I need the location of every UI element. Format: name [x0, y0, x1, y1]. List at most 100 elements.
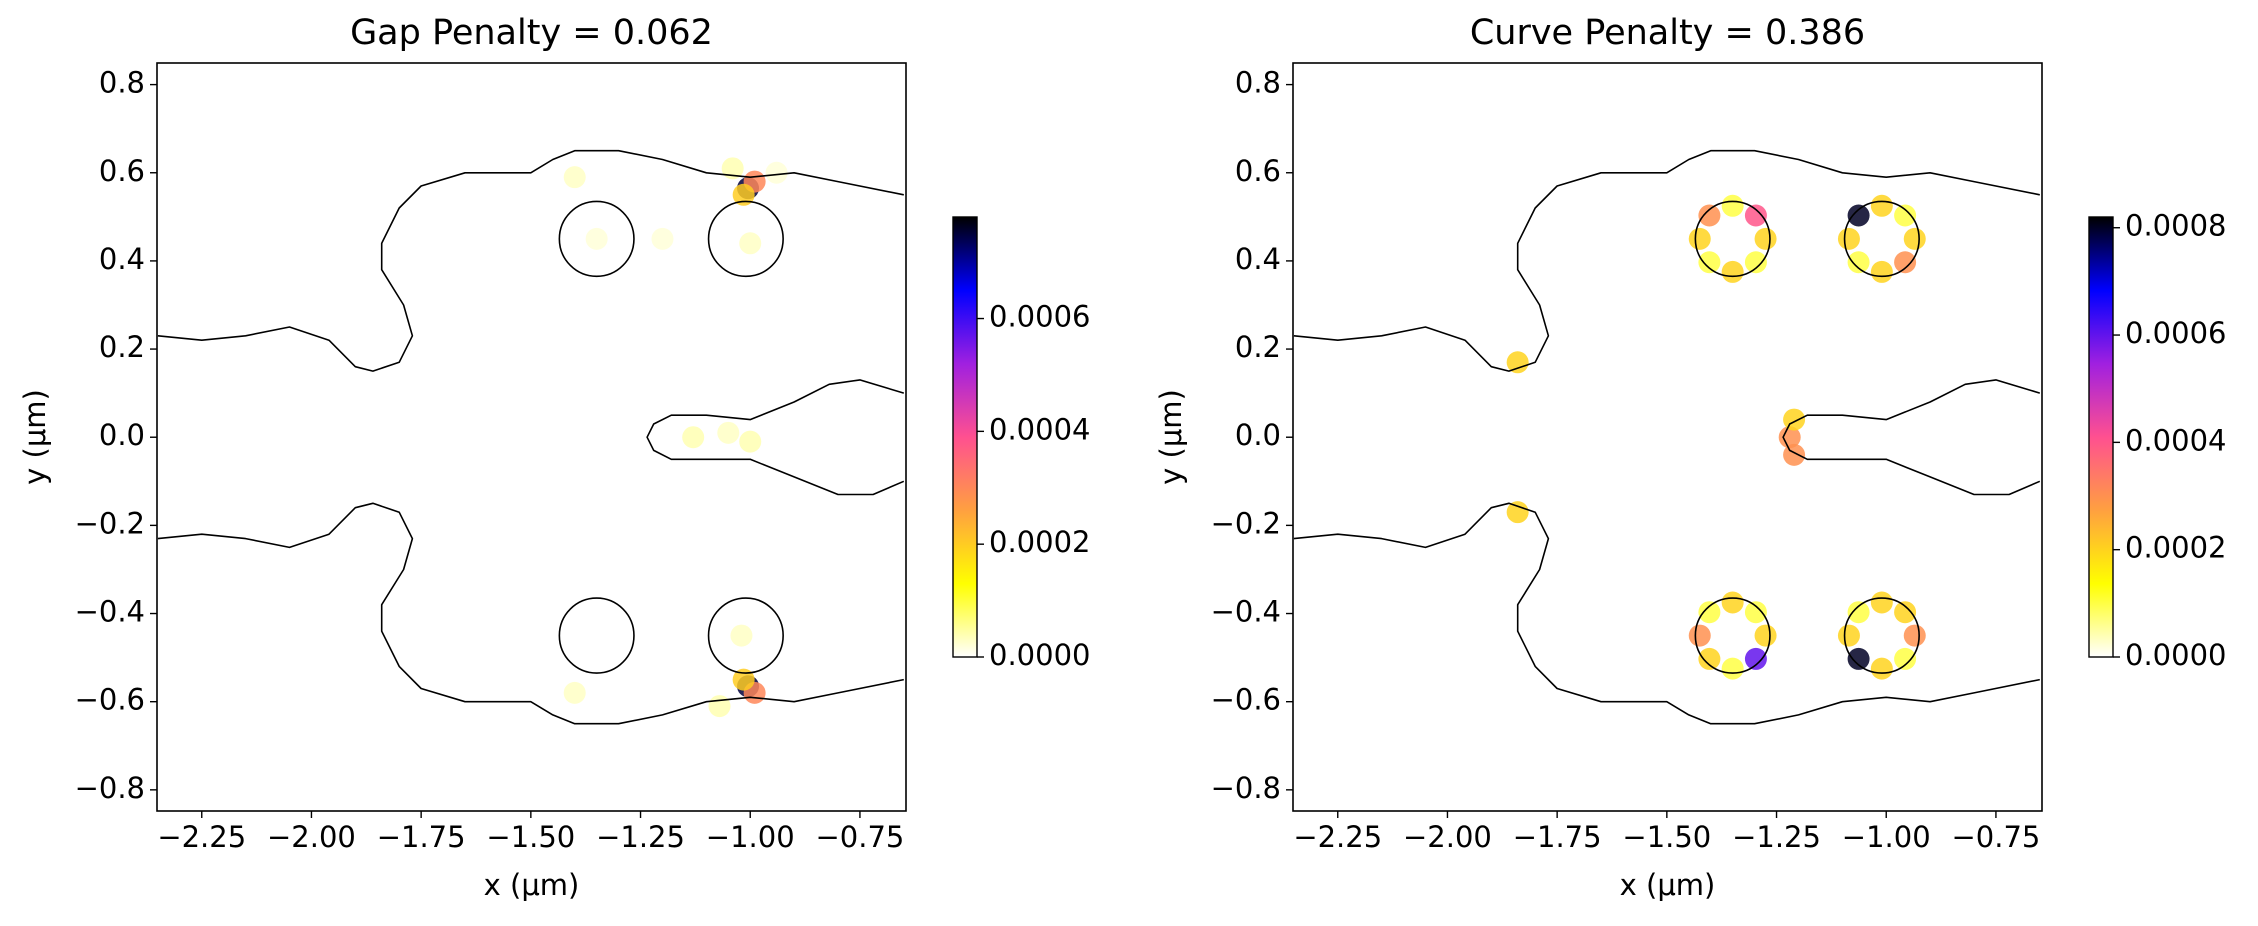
hotspot [1688, 624, 1711, 647]
y-tick-label: −0.4 [1211, 595, 1281, 629]
hotspot [721, 157, 744, 180]
colorbar-tick-label: 0.0000 [2125, 638, 2226, 672]
hotspot [651, 227, 674, 250]
hotspot [1688, 227, 1711, 250]
y-tick-label: 0.6 [1235, 154, 1281, 188]
hotspot [1744, 601, 1767, 624]
hotspot [1783, 443, 1806, 466]
hotspot [1506, 351, 1529, 374]
x-tick-label: −1.75 [377, 820, 466, 854]
hotspot [1698, 251, 1721, 274]
y-tick-label: 0.0 [1235, 418, 1281, 452]
hole-contour [707, 200, 784, 278]
hotspot [1847, 204, 1870, 227]
hotspot [1744, 204, 1767, 227]
x-tick-label: −1.25 [1732, 820, 1821, 854]
hole-contour [707, 597, 784, 674]
chart-title: Gap Penalty = 0.062 [350, 13, 713, 53]
contour [1293, 502, 2040, 725]
hotspot [1894, 251, 1917, 274]
hotspot [1870, 260, 1893, 283]
colorbar-tick-label: 0.0000 [989, 638, 1090, 672]
y-axis-label: y (μm) [18, 389, 52, 485]
hotspot [1894, 601, 1917, 624]
colorbar-tick-label: 0.0006 [989, 300, 1090, 334]
hotspot [1847, 647, 1870, 670]
x-tick-label: −1.75 [1513, 820, 1602, 854]
hotspot [708, 695, 731, 718]
y-tick-label: 0.4 [99, 242, 145, 276]
y-tick-label: −0.2 [1211, 506, 1281, 540]
y-tick-label: −0.6 [75, 683, 145, 717]
x-tick-label: −2.25 [157, 820, 246, 854]
y-tick-label: 0.4 [1235, 242, 1281, 276]
hotspot [1754, 624, 1777, 647]
hotspot [1894, 647, 1917, 670]
hotspot [1847, 251, 1870, 274]
axes-frame [156, 62, 907, 812]
contour [1782, 379, 2041, 496]
hotspot [1903, 227, 1926, 250]
x-tick-label: −1.00 [706, 820, 795, 854]
hotspot [1506, 501, 1529, 524]
contour [646, 379, 905, 496]
y-tick-label: 0.8 [1235, 66, 1281, 100]
y-tick-label: −0.6 [1211, 683, 1281, 717]
hole-contour [1694, 597, 1771, 674]
hotspot [563, 166, 586, 189]
hole-contour [1843, 597, 1920, 674]
colorbar [2088, 216, 2114, 658]
colorbar-tick-label: 0.0004 [2125, 423, 2226, 457]
colorbar-tick-label: 0.0004 [989, 412, 1090, 446]
hotspot [730, 624, 753, 647]
x-tick-label: −1.00 [1842, 820, 1931, 854]
x-axis-label: x (μm) [1620, 868, 1716, 902]
hotspot [717, 421, 740, 444]
hotspot [1698, 601, 1721, 624]
hole-contour [1694, 200, 1771, 278]
hotspot [1744, 251, 1767, 274]
hotspot [1721, 260, 1744, 283]
hotspot [1870, 194, 1893, 217]
hotspot [1698, 647, 1721, 670]
contour [1293, 149, 2040, 372]
plot-area [157, 149, 905, 725]
hotspot [585, 227, 608, 250]
y-tick-label: −0.2 [75, 506, 145, 540]
hotspot [1870, 591, 1893, 614]
y-tick-label: 0.2 [1235, 330, 1281, 364]
y-tick-label: 0.8 [99, 66, 145, 100]
contour [157, 149, 904, 372]
contour [157, 502, 904, 725]
y-axis-label: y (μm) [1154, 389, 1188, 485]
x-tick-label: −0.75 [815, 820, 904, 854]
x-tick-label: −1.50 [1622, 820, 1711, 854]
x-tick-label: −2.00 [1403, 820, 1492, 854]
hotspot [1721, 657, 1744, 680]
hotspot [563, 681, 586, 704]
y-tick-label: −0.4 [75, 595, 145, 629]
hotspot [732, 668, 755, 691]
panel: −2.25 −2.00 −1.75 −1.50 −1.25 −1.00 −0.75 −0.8 −… [1154, 13, 2226, 902]
colorbar [952, 216, 978, 658]
x-axis-label: x (μm) [484, 868, 580, 902]
hotspot [765, 161, 788, 184]
hotspot [1721, 194, 1744, 217]
hotspot [1903, 624, 1926, 647]
hotspot [1721, 591, 1744, 614]
axes-frame [1292, 62, 2043, 812]
hole-contour [558, 200, 635, 278]
hotspot [1744, 647, 1767, 670]
hotspot [1837, 624, 1860, 647]
hotspot [1847, 601, 1870, 624]
panel: −2.25 −2.00 −1.75 −1.50 −1.25 −1.00 −0.75 −0.8 −… [18, 13, 1090, 902]
hotspot [739, 232, 762, 255]
hotspot [1837, 227, 1860, 250]
plot-area [1293, 149, 2041, 725]
x-tick-label: −2.00 [267, 820, 356, 854]
y-tick-label: 0.2 [99, 330, 145, 364]
x-tick-label: −1.25 [596, 820, 685, 854]
hotspot [1783, 408, 1806, 431]
x-tick-label: −1.50 [486, 820, 575, 854]
